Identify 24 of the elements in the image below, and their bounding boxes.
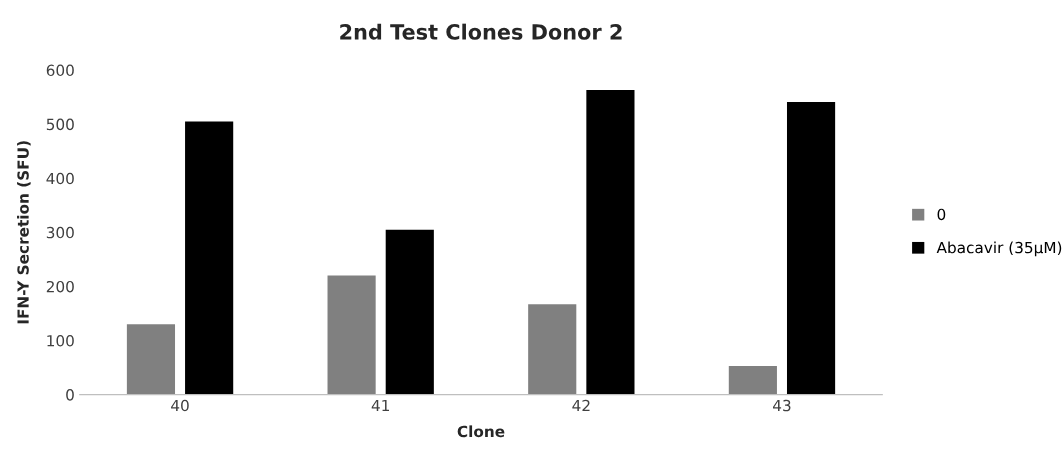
bar	[786, 101, 836, 395]
x-tick-label: 43	[773, 399, 791, 412]
bar	[728, 365, 777, 395]
y-tick-label: 200	[46, 280, 74, 293]
bar	[185, 121, 234, 395]
x-tick-label: 41	[371, 399, 389, 412]
x-tick-label: 40	[171, 399, 189, 412]
bar	[385, 229, 434, 395]
y-tick-label: 100	[47, 334, 74, 347]
y-tick-label: 400	[46, 172, 74, 185]
y-tick-label: 600	[46, 64, 74, 77]
y-axis-title: IFN-Y Secretion (SFU)	[17, 141, 31, 324]
bar	[528, 304, 577, 395]
legend-label: Abacavir (35µM)	[936, 241, 1062, 257]
bar	[126, 324, 176, 395]
bar	[586, 90, 635, 395]
y-tick-label: 300	[46, 226, 74, 239]
x-tick-label: 42	[572, 399, 590, 412]
y-tick-label: 500	[46, 118, 74, 131]
legend-label: 0	[937, 208, 946, 221]
x-axis-title: Clone	[457, 425, 505, 438]
y-tick-label: 0	[66, 389, 74, 401]
bar	[327, 275, 376, 395]
chart-title: 2nd Test Clones Donor 2	[340, 23, 622, 40]
